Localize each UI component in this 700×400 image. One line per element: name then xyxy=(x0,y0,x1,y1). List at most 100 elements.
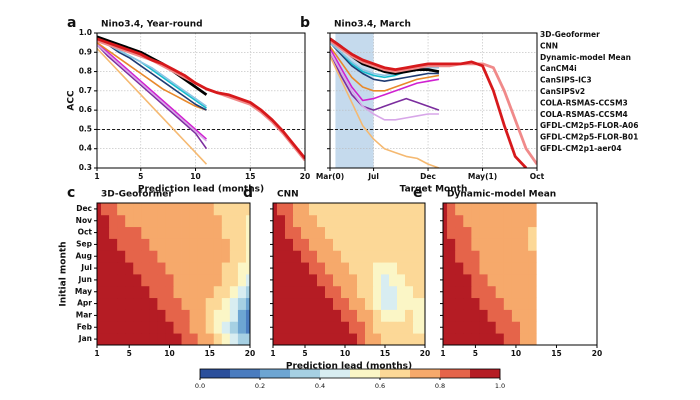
heatmap-cell xyxy=(157,274,166,287)
colorbar-swatch xyxy=(350,369,381,378)
heatmap-cell xyxy=(149,321,158,334)
heatmap-cell xyxy=(373,203,382,216)
colorbar-swatch xyxy=(410,369,441,378)
heatmap-cell xyxy=(157,262,166,275)
heatmap-cell xyxy=(503,238,513,251)
heatmap-cell xyxy=(421,333,426,346)
heatmap-cell xyxy=(443,321,448,334)
heatmap-cell xyxy=(405,321,414,334)
heatmap-cell xyxy=(357,297,366,310)
heatmap-cell xyxy=(528,238,537,251)
heatmap-cell xyxy=(181,274,191,287)
x-tick-label: 1 xyxy=(440,349,445,358)
heatmap-cell xyxy=(447,250,456,263)
legend-entry: CanSIPSv2 xyxy=(540,87,585,96)
heatmap-cell xyxy=(109,250,118,263)
heatmap-cell xyxy=(455,250,464,263)
heatmap-cell xyxy=(141,250,150,263)
heatmap-cell xyxy=(157,285,166,299)
heatmap-cell xyxy=(309,321,318,334)
heatmap-cell xyxy=(117,203,126,216)
heatmap-cell xyxy=(373,309,382,322)
heatmap-cell xyxy=(213,214,223,228)
heatmap-cell xyxy=(245,285,251,299)
series-line xyxy=(97,38,207,111)
heatmap-cell xyxy=(397,297,406,310)
heatmap-cell xyxy=(277,274,286,287)
heatmap-cell xyxy=(365,203,374,216)
heatmap-cell xyxy=(365,285,374,299)
heatmap-cell xyxy=(133,203,142,216)
heatmap-cell xyxy=(443,226,448,239)
heatmap-cell xyxy=(141,274,150,287)
heatmap-cell xyxy=(389,214,398,228)
heatmap-cell xyxy=(149,333,158,346)
heatmap-cell xyxy=(285,262,294,275)
heatmap-cell xyxy=(333,262,342,275)
heatmap-cell xyxy=(189,238,199,251)
heatmap-cell xyxy=(463,321,472,334)
heatmap-cell xyxy=(197,250,207,263)
heatmap-cell xyxy=(495,309,505,322)
heatmap-cell xyxy=(165,238,174,251)
heatmap-cell xyxy=(317,285,326,299)
heatmap-cell xyxy=(405,274,414,287)
panel-letter: c xyxy=(67,185,75,201)
heatmap-cell xyxy=(495,321,505,334)
heatmap-cell xyxy=(397,250,406,263)
heatmap-cell xyxy=(117,297,126,310)
heatmap-cell xyxy=(317,333,326,346)
heatmap-cell xyxy=(213,203,223,216)
heatmap-cell xyxy=(125,274,134,287)
y-axis-label: ACC xyxy=(67,90,77,111)
heatmap-cell xyxy=(173,226,182,239)
heatmap-cell xyxy=(189,321,199,334)
heatmap-cell xyxy=(273,250,278,263)
x-tick-label: 15 xyxy=(380,349,390,358)
panel-title: 3D-Geoformer xyxy=(101,190,173,200)
heatmap-cell xyxy=(381,297,390,310)
series-line xyxy=(330,51,440,111)
heatmap-cell xyxy=(181,285,191,299)
heatmap-cell xyxy=(511,238,521,251)
series-line xyxy=(330,37,528,168)
heatmap-cell xyxy=(141,297,150,310)
heatmap-cell xyxy=(325,333,334,346)
heatmap-cell xyxy=(213,226,223,239)
heatmap-cell xyxy=(495,226,505,239)
heatmap-cell xyxy=(349,285,358,299)
heatmap-cell xyxy=(365,274,374,287)
heatmap-cell xyxy=(443,238,448,251)
heatmap-cell xyxy=(141,285,150,299)
heatmap-cell xyxy=(165,226,174,239)
series-line xyxy=(330,51,439,121)
heatmap-cell xyxy=(495,250,505,263)
heatmap-cell xyxy=(301,333,310,346)
heatmap-cell xyxy=(213,333,223,346)
heatmap-cell xyxy=(373,250,382,263)
heatmap-cell xyxy=(133,214,142,228)
heatmap-cell xyxy=(528,250,537,263)
heatmap-cell xyxy=(381,321,390,334)
heatmap-cell xyxy=(277,297,286,310)
heatmap-cell xyxy=(471,214,480,228)
legend-entry: GFDL-CM2p5-FLOR-B01 xyxy=(540,133,638,142)
heatmap-cell xyxy=(373,226,382,239)
heatmap-cell xyxy=(333,250,342,263)
heatmap-cell xyxy=(447,203,456,216)
heatmap-cell xyxy=(528,285,537,299)
heatmap-cell xyxy=(479,226,488,239)
y-tick-label: May xyxy=(75,287,92,296)
heatmap-cell xyxy=(205,238,215,251)
heatmap-cell xyxy=(479,262,488,275)
heatmap-cell xyxy=(447,333,456,346)
heatmap-cell xyxy=(125,214,134,228)
heatmap-cell xyxy=(471,321,480,334)
x-tick-label: 20 xyxy=(245,349,255,358)
x-axis-label: Target Month xyxy=(400,185,468,195)
heatmap-cell xyxy=(229,203,239,216)
heatmap-cell xyxy=(149,250,158,263)
series-line xyxy=(97,37,305,160)
heatmap-cell xyxy=(221,333,231,346)
heatmap-cell xyxy=(503,285,513,299)
